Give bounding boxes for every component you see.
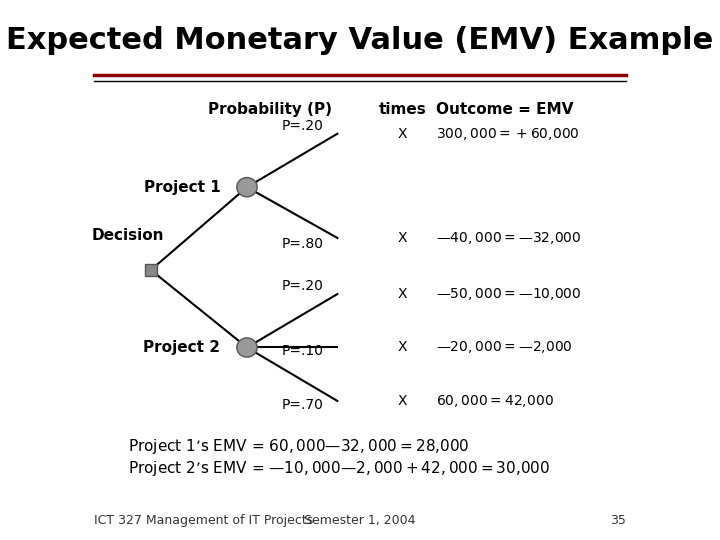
Text: —$20,000 = —$2,000: —$20,000 = —$2,000	[436, 340, 573, 355]
Text: Project 2: Project 2	[143, 340, 220, 355]
Text: X: X	[397, 127, 407, 141]
Bar	[145, 264, 157, 276]
Text: P=.20: P=.20	[282, 119, 323, 133]
Circle shape	[237, 178, 257, 197]
Text: $300,000 = +$60,000: $300,000 = +$60,000	[436, 126, 580, 141]
Text: P=.70: P=.70	[282, 397, 323, 411]
Text: times: times	[379, 102, 426, 117]
Text: X: X	[397, 394, 407, 408]
Text: X: X	[397, 231, 407, 245]
Text: 35: 35	[610, 514, 626, 526]
Text: —$50,000 = —$10,000: —$50,000 = —$10,000	[436, 286, 582, 302]
Text: P=.10: P=.10	[282, 344, 323, 358]
Text: Semester 1, 2004: Semester 1, 2004	[305, 514, 415, 526]
Text: Expected Monetary Value (EMV) Example: Expected Monetary Value (EMV) Example	[6, 26, 714, 55]
Text: X: X	[397, 287, 407, 301]
Text: Outcome = EMV: Outcome = EMV	[436, 102, 574, 117]
Text: Project 2’s EMV = —$10,000 —2,000 + 42,000 = $30,000: Project 2’s EMV = —$10,000 —2,000 + 42,0…	[128, 460, 551, 478]
Text: Project 1: Project 1	[143, 180, 220, 194]
Text: X: X	[397, 341, 407, 354]
Text: —$40,000 = —$32,000: —$40,000 = —$32,000	[436, 230, 582, 246]
Text: Project 1’s EMV = $60,000 —32,000 = $28,000: Project 1’s EMV = $60,000 —32,000 = $28,…	[128, 437, 470, 456]
Text: P=.80: P=.80	[282, 238, 323, 251]
Text: Decision: Decision	[92, 228, 165, 243]
Text: $60,000 = $42,000: $60,000 = $42,000	[436, 393, 554, 409]
Text: ICT 327 Management of IT Projects: ICT 327 Management of IT Projects	[94, 514, 314, 526]
Circle shape	[237, 338, 257, 357]
Text: Probability (P): Probability (P)	[208, 102, 332, 117]
Text: P=.20: P=.20	[282, 279, 323, 293]
